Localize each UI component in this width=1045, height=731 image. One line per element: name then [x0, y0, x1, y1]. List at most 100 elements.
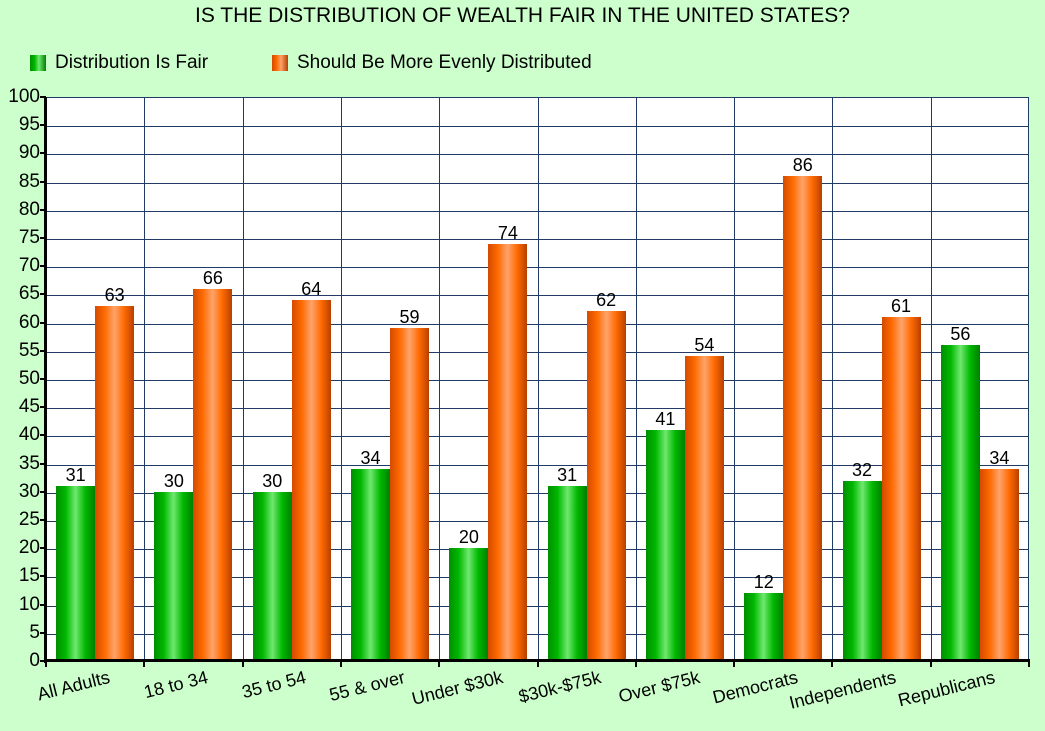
data-label: 20 [458, 527, 479, 548]
y-tick-mark [40, 237, 46, 239]
y-tick-label: 5 [29, 621, 40, 643]
y-tick-mark [40, 406, 46, 409]
gridline-horizontal [46, 267, 1028, 269]
data-label: 62 [596, 290, 617, 311]
gridline-horizontal [46, 295, 1028, 297]
y-tick-label: 35 [18, 452, 40, 474]
y-tick-label: 0 [29, 650, 40, 671]
bar-distribution-fair [744, 593, 784, 661]
y-tick-label: 70 [18, 255, 40, 277]
bar-more-evenly [979, 469, 1019, 661]
data-label: 64 [301, 279, 322, 300]
data-label: 34 [989, 448, 1010, 469]
data-label: 34 [360, 448, 381, 469]
y-tick-mark [40, 519, 46, 521]
x-axis-category-label: 18 to 34 [142, 667, 211, 703]
y-tick-label: 10 [18, 593, 40, 615]
bar-distribution-fair [547, 486, 587, 661]
gridline-horizontal [46, 492, 1028, 494]
y-tick-mark [40, 490, 46, 493]
data-label: 74 [497, 222, 518, 243]
gridline-horizontal [46, 521, 1028, 522]
data-label: 54 [694, 335, 715, 356]
x-tick-mark [143, 661, 146, 667]
x-tick-mark [241, 661, 244, 667]
y-tick-label: 80 [18, 198, 40, 220]
gridline-horizontal [46, 577, 1028, 579]
bar-distribution-fair [252, 491, 292, 661]
gridline-horizontal [46, 239, 1028, 240]
bar-more-evenly [95, 305, 135, 661]
x-axis-category-label: Over $75k [616, 667, 702, 707]
gridline-vertical [930, 98, 932, 661]
legend-swatch-green-icon [30, 55, 46, 71]
y-tick-mark [40, 124, 46, 127]
y-tick-label: 65 [18, 283, 40, 305]
gridline-vertical [340, 98, 342, 661]
x-axis-category-label: $30k-$75k [516, 667, 604, 707]
data-label: 56 [950, 324, 971, 345]
data-label: 66 [202, 267, 223, 288]
y-tick-label: 60 [18, 311, 40, 333]
gridline-horizontal [46, 605, 1028, 607]
bar-distribution-fair [351, 469, 391, 661]
x-tick-mark [831, 661, 834, 667]
x-axis-category-label: 35 to 54 [240, 667, 309, 703]
y-tick-label: 50 [18, 368, 40, 389]
gridline-vertical [832, 98, 834, 661]
bar-more-evenly [488, 243, 528, 661]
y-tick-label: 20 [18, 537, 40, 559]
bar-distribution-fair [940, 345, 980, 661]
bar-more-evenly [291, 300, 331, 661]
y-tick-label: 100 [8, 86, 40, 107]
data-label: 31 [65, 465, 86, 486]
gridline-horizontal [46, 126, 1028, 128]
y-tick-mark [40, 152, 46, 155]
x-tick-mark [1028, 661, 1030, 667]
legend-item-evenly: Should Be More Evenly Distributed [272, 52, 592, 74]
legend-item-fair: Distribution Is Fair [30, 52, 208, 74]
gridline-vertical [144, 98, 146, 661]
x-tick-mark [438, 661, 441, 667]
y-tick-mark [40, 575, 46, 578]
gridline-horizontal [46, 408, 1028, 410]
legend-swatch-orange-icon [272, 55, 288, 71]
y-tick-label: 25 [18, 509, 40, 530]
gridline-horizontal [46, 154, 1028, 156]
data-label: 30 [262, 470, 283, 491]
y-tick-mark [40, 434, 46, 437]
data-label: 61 [891, 295, 912, 316]
gridline-vertical [734, 98, 736, 661]
y-tick-mark [40, 547, 46, 550]
y-tick-label: 15 [18, 565, 40, 587]
data-label: 31 [557, 465, 578, 486]
gridline-vertical [537, 98, 539, 661]
data-label: 12 [753, 572, 774, 593]
y-tick-mark [40, 265, 46, 268]
gridline-horizontal [46, 323, 1028, 325]
bar-distribution-fair [449, 548, 489, 661]
bar-more-evenly [881, 316, 921, 661]
y-tick-mark [40, 180, 46, 183]
data-label: 30 [163, 470, 184, 491]
gridline-vertical [439, 98, 441, 661]
gridline-vertical [635, 98, 637, 661]
y-tick-label: 90 [18, 142, 40, 164]
y-axis-line [44, 97, 47, 663]
gridline-horizontal [46, 210, 1028, 212]
bar-more-evenly [390, 328, 430, 661]
y-tick-mark [40, 208, 46, 211]
y-tick-label: 75 [18, 227, 40, 248]
y-tick-mark [40, 631, 46, 634]
y-tick-mark [40, 603, 46, 606]
x-axis-category-label: Independents [787, 667, 899, 713]
x-axis-category-label: Republicans [895, 667, 997, 711]
y-tick-label: 40 [18, 424, 40, 446]
x-tick-mark [536, 661, 539, 667]
legend-label: Should Be More Evenly Distributed [297, 52, 592, 73]
gridline-horizontal [46, 380, 1028, 381]
gridline-horizontal [46, 549, 1028, 551]
y-tick-mark [40, 462, 46, 465]
data-label: 59 [399, 307, 420, 328]
gridline-horizontal [46, 351, 1028, 353]
